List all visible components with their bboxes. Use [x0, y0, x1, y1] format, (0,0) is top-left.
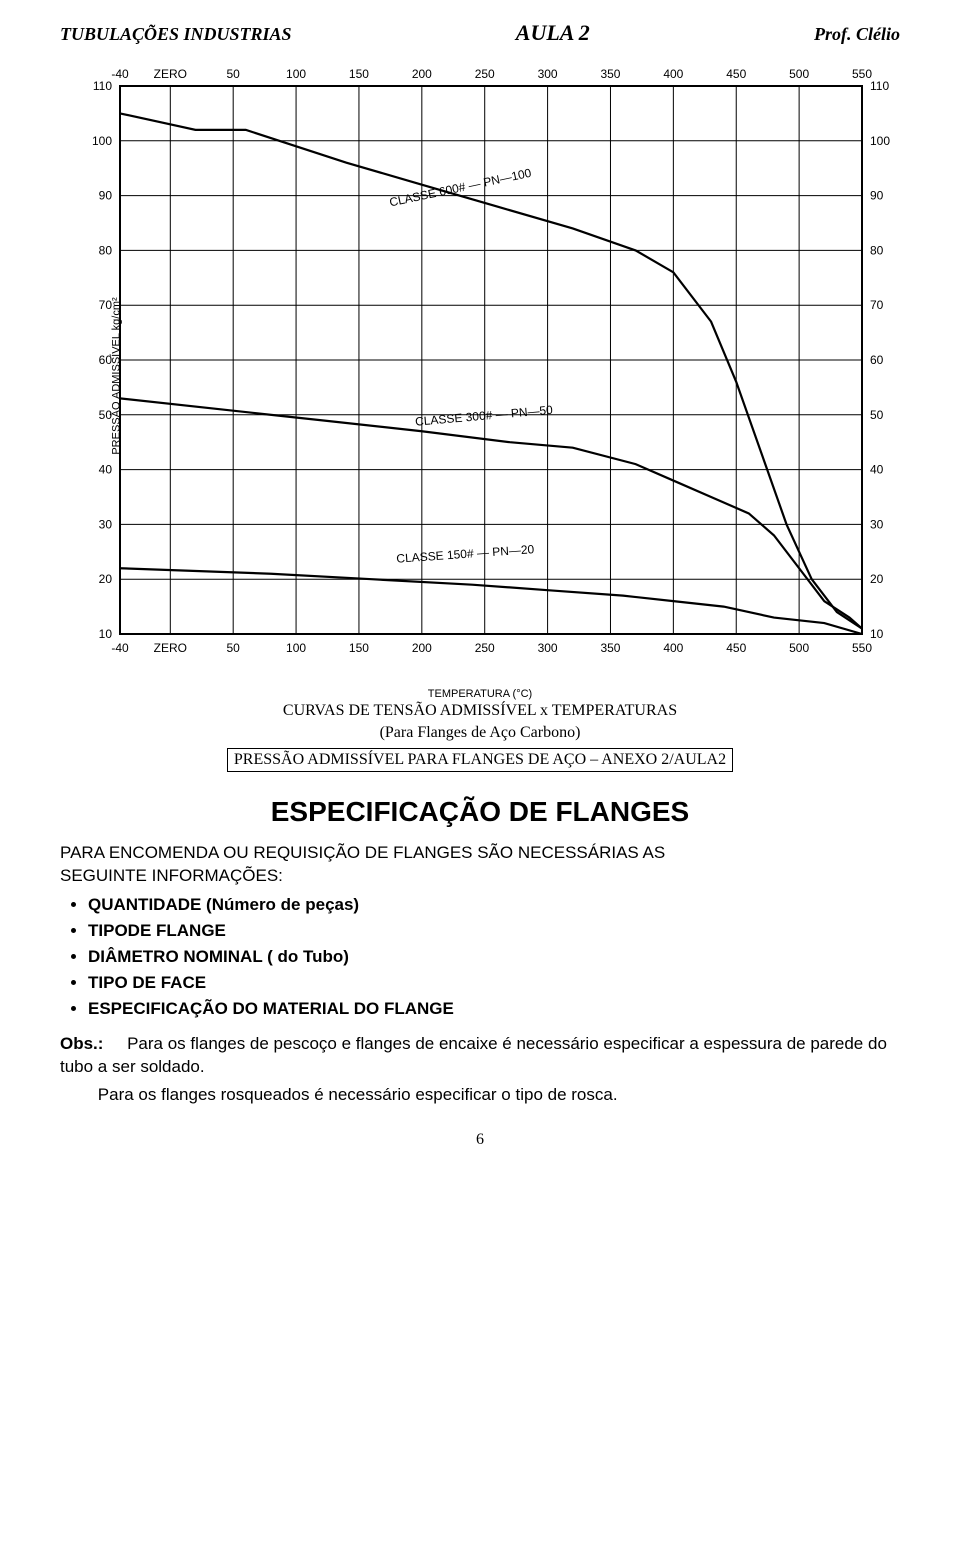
svg-text:10: 10	[99, 627, 113, 641]
svg-text:100: 100	[286, 641, 306, 655]
svg-text:500: 500	[789, 67, 809, 81]
svg-text:70: 70	[870, 298, 884, 312]
svg-text:40: 40	[99, 463, 113, 477]
list-item: TIPO DE FACE	[88, 972, 900, 995]
svg-text:-40: -40	[111, 641, 129, 655]
svg-text:150: 150	[349, 67, 369, 81]
svg-text:350: 350	[600, 641, 620, 655]
svg-text:300: 300	[538, 641, 558, 655]
spec-bullet-list: QUANTIDADE (Número de peças) TIPODE FLAN…	[88, 894, 900, 1021]
anexo-box: PRESSÃO ADMISSÍVEL PARA FLANGES DE AÇO –…	[227, 748, 733, 772]
svg-text:50: 50	[227, 641, 241, 655]
svg-text:250: 250	[475, 67, 495, 81]
svg-text:450: 450	[726, 67, 746, 81]
header-right: Prof. Clélio	[814, 24, 900, 45]
svg-text:40: 40	[870, 463, 884, 477]
svg-text:500: 500	[789, 641, 809, 655]
svg-text:80: 80	[99, 243, 113, 257]
page-number: 6	[60, 1131, 900, 1149]
list-item: ESPECIFICAÇÃO DO MATERIAL DO FLANGE	[88, 998, 900, 1021]
svg-text:50: 50	[870, 408, 884, 422]
svg-text:100: 100	[870, 134, 890, 148]
svg-text:100: 100	[286, 67, 306, 81]
pressure-temp-chart: PRESSÃO ADMISSÍVEL kg/cm² -40 -40 ZERO ZERO…	[60, 56, 900, 696]
list-item: DIÂMETRO NOMINAL ( do Tubo)	[88, 946, 900, 969]
header-center: AULA 2	[516, 20, 590, 46]
svg-text:ZERO: ZERO	[154, 641, 187, 655]
intro-line-2: SEGUINTE INFORMAÇÕES:	[60, 865, 900, 888]
svg-text:10: 10	[870, 627, 884, 641]
chart-caption-line1: CURVAS DE TENSÃO ADMISSÍVEL x TEMPERATUR…	[60, 702, 900, 720]
svg-text:20: 20	[99, 572, 113, 586]
svg-text:20: 20	[870, 572, 884, 586]
svg-text:350: 350	[600, 67, 620, 81]
chart-svg: -40 -40 ZERO ZERO 50 50 100 100 150 150 200 200 250 2…	[60, 56, 900, 676]
page-header: TUBULAÇÕES INDUSTRIAS AULA 2 Prof. Cléli…	[60, 20, 900, 46]
list-item: TIPODE FLANGE	[88, 920, 900, 943]
svg-text:30: 30	[99, 517, 113, 531]
svg-text:110: 110	[93, 79, 112, 93]
x-axis-label: TEMPERATURA (°C)	[428, 688, 532, 700]
svg-text:110: 110	[870, 79, 889, 93]
list-item: QUANTIDADE (Número de peças)	[88, 894, 900, 917]
obs-line2: Para os flanges rosqueados é necessário …	[60, 1084, 900, 1107]
svg-text:250: 250	[475, 641, 495, 655]
svg-text:100: 100	[92, 134, 112, 148]
svg-text:200: 200	[412, 67, 432, 81]
svg-text:550: 550	[852, 641, 872, 655]
svg-text:30: 30	[870, 517, 884, 531]
svg-text:ZERO: ZERO	[154, 67, 187, 81]
svg-text:90: 90	[870, 189, 884, 203]
y-axis-label: PRESSÃO ADMISSÍVEL kg/cm²	[111, 297, 123, 454]
obs-paragraph: Obs.: Para os flanges de pescoço e flang…	[60, 1033, 900, 1079]
svg-text:90: 90	[99, 189, 113, 203]
svg-text:200: 200	[412, 641, 432, 655]
intro-line-1: PARA ENCOMENDA OU REQUISIÇÃO DE FLANGES …	[60, 842, 900, 865]
svg-text:400: 400	[663, 67, 683, 81]
svg-text:300: 300	[538, 67, 558, 81]
svg-text:80: 80	[870, 243, 884, 257]
spec-title: ESPECIFICAÇÃO DE FLANGES	[60, 796, 900, 828]
svg-text:150: 150	[349, 641, 369, 655]
svg-text:450: 450	[726, 641, 746, 655]
svg-text:60: 60	[870, 353, 884, 367]
svg-text:400: 400	[663, 641, 683, 655]
chart-caption-line2: (Para Flanges de Aço Carbono)	[60, 724, 900, 742]
svg-text:50: 50	[227, 67, 241, 81]
header-left: TUBULAÇÕES INDUSTRIAS	[60, 24, 292, 45]
spec-body: PARA ENCOMENDA OU REQUISIÇÃO DE FLANGES …	[60, 842, 900, 1107]
svg-text:-40: -40	[111, 67, 129, 81]
